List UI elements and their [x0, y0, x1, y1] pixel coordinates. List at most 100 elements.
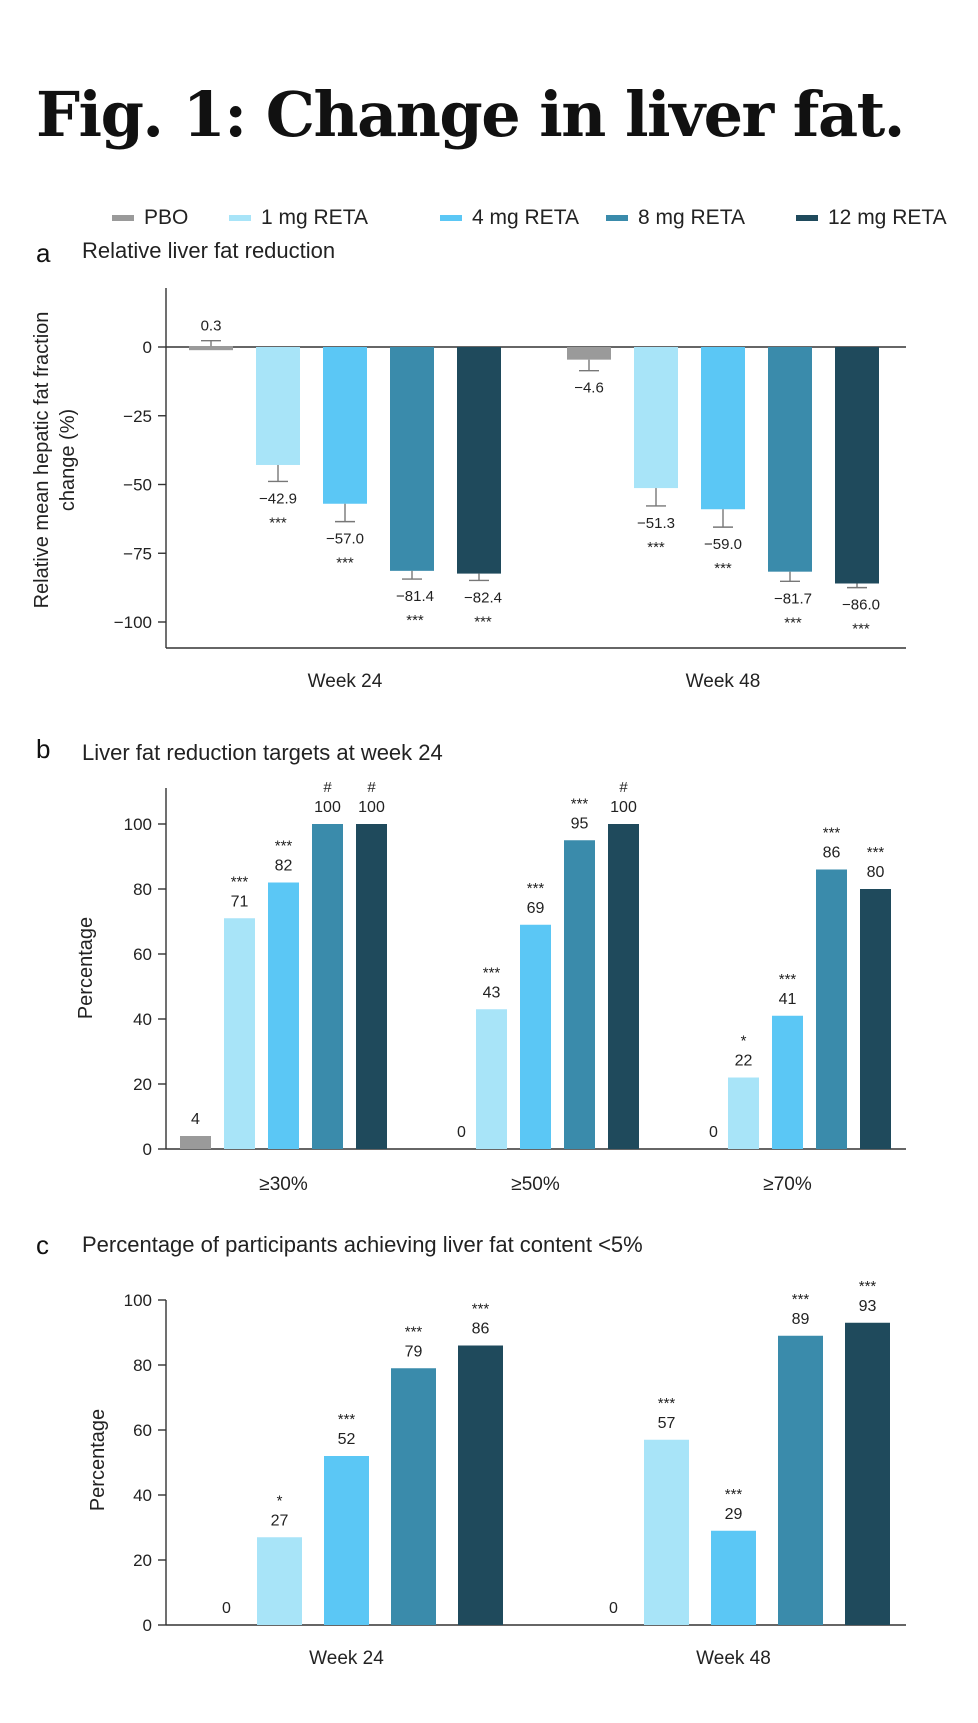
y-tick-label: 80	[133, 880, 152, 899]
value-label: −86.0	[842, 597, 880, 614]
significance-label: ***	[725, 1486, 743, 1503]
significance-label: *	[741, 1033, 747, 1050]
bar-8-mg-reta	[312, 824, 343, 1149]
y-tick-label: 0	[143, 1616, 152, 1635]
bar-pbo	[567, 347, 611, 360]
value-label: 22	[735, 1053, 753, 1070]
y-tick-label: 0	[143, 338, 152, 357]
value-label: 43	[483, 984, 501, 1001]
legend-swatch	[112, 215, 134, 221]
bar-12-mg-reta	[356, 824, 387, 1149]
bar-1-mg-reta	[476, 1009, 507, 1149]
bar-8-mg-reta	[768, 347, 812, 572]
bar-12-mg-reta	[608, 824, 639, 1149]
bar-4-mg-reta	[772, 1015, 803, 1149]
legend-item-3: 8 mg RETA	[606, 206, 745, 230]
significance-label: ***	[779, 971, 797, 988]
category-label: Week 24	[308, 671, 383, 692]
category-label: Week 48	[696, 1648, 771, 1669]
value-label: 0	[609, 1600, 618, 1617]
value-label: −82.4	[464, 589, 502, 606]
value-label: 0	[222, 1600, 231, 1617]
bar-8-mg-reta	[816, 869, 847, 1149]
legend-item-4: 12 mg RETA	[796, 206, 947, 230]
significance-label: #	[619, 779, 628, 796]
significance-label: ***	[784, 614, 802, 631]
bar-1-mg-reta	[224, 918, 255, 1149]
y-tick-label: 20	[133, 1075, 152, 1094]
bar-12-mg-reta	[835, 347, 879, 584]
value-label: −59.0	[704, 536, 742, 553]
value-label: 95	[571, 815, 589, 832]
significance-label: #	[367, 779, 376, 796]
bar-8-mg-reta	[390, 347, 434, 571]
category-label: ≥70%	[763, 1174, 812, 1195]
bar-4-mg-reta	[701, 347, 745, 510]
y-tick-label: 80	[133, 1356, 152, 1375]
value-label: −51.3	[637, 515, 675, 532]
significance-label: ***	[336, 555, 354, 572]
bar-4-mg-reta	[711, 1530, 756, 1625]
bar-12-mg-reta	[457, 347, 501, 574]
legend-item-1: 1 mg RETA	[229, 206, 368, 230]
value-label: 100	[610, 799, 637, 816]
value-label: 100	[314, 799, 341, 816]
significance-label: ***	[823, 825, 841, 842]
significance-label: ***	[867, 844, 885, 861]
bar-pbo	[189, 346, 233, 351]
y-tick-label: −100	[114, 613, 152, 632]
significance-label: ***	[792, 1291, 810, 1308]
legend-label: 1 mg RETA	[261, 206, 368, 229]
significance-label: ***	[483, 964, 501, 981]
y-tick-label: 40	[133, 1486, 152, 1505]
significance-label: ***	[571, 795, 589, 812]
panel-title: Relative liver fat reduction	[82, 238, 335, 263]
significance-label: ***	[658, 1395, 676, 1412]
significance-label: ***	[231, 873, 249, 890]
panel-letter: a	[36, 238, 51, 268]
y-axis-label: Relative mean hepatic fat fraction	[31, 312, 53, 609]
bar-pbo	[180, 1136, 211, 1149]
significance-label: ***	[472, 1301, 490, 1318]
value-label: 0	[709, 1124, 718, 1141]
legend-swatch	[440, 215, 462, 221]
bar-1-mg-reta	[256, 347, 300, 465]
value-label: −4.6	[574, 380, 604, 397]
significance-label: ***	[859, 1278, 877, 1295]
bar-4-mg-reta	[520, 924, 551, 1149]
bar-8-mg-reta	[778, 1335, 823, 1625]
y-tick-label: 100	[124, 1291, 152, 1310]
bar-1-mg-reta	[257, 1537, 302, 1625]
y-tick-label: 20	[133, 1551, 152, 1570]
value-label: 80	[867, 864, 885, 881]
panel-title: Liver fat reduction targets at week 24	[82, 740, 443, 765]
value-label: 71	[231, 893, 249, 910]
figure-title: Fig. 1: Change in liver fat.	[36, 78, 905, 151]
significance-label: ***	[275, 838, 293, 855]
value-label: −42.9	[259, 490, 297, 507]
value-label: −57.0	[326, 531, 364, 548]
y-tick-label: 60	[133, 1421, 152, 1440]
significance-label: ***	[269, 514, 287, 531]
legend-item-2: 4 mg RETA	[440, 206, 579, 230]
y-axis-label: Percentage	[75, 917, 97, 1019]
value-label: −81.7	[774, 590, 812, 607]
value-label: 52	[338, 1431, 356, 1448]
value-label: 82	[275, 858, 293, 875]
bar-8-mg-reta	[564, 840, 595, 1149]
significance-label: ***	[406, 612, 424, 629]
y-axis-label: change (%)	[57, 409, 79, 511]
bar-12-mg-reta	[860, 889, 891, 1149]
legend-label: 12 mg RETA	[828, 206, 947, 229]
bar-1-mg-reta	[728, 1077, 759, 1149]
category-label: Week 24	[309, 1648, 384, 1669]
value-label: −81.4	[396, 588, 434, 605]
legend-swatch	[229, 215, 251, 221]
legend: PBO 1 mg RETA 4 mg RETA 8 mg RETA 12 mg RETA	[112, 206, 952, 232]
significance-label: ***	[474, 613, 492, 630]
bar-12-mg-reta	[845, 1322, 890, 1625]
bar-1-mg-reta	[644, 1439, 689, 1625]
y-tick-label: 0	[143, 1140, 152, 1159]
